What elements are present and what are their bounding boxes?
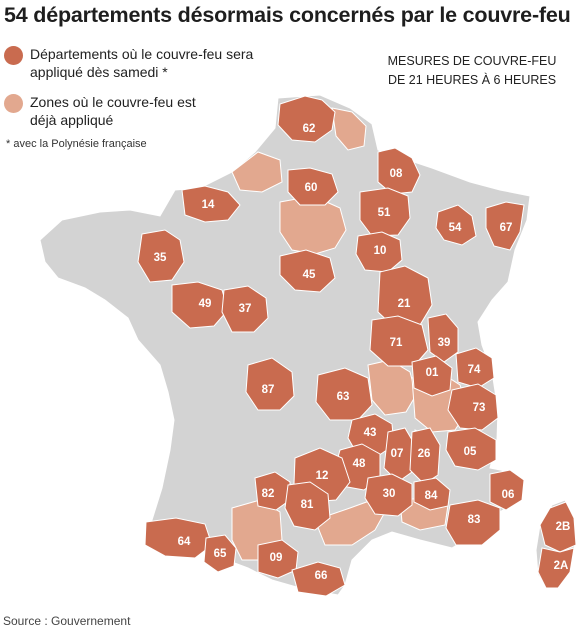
dept-label: 14 xyxy=(202,199,215,211)
dept-label: 60 xyxy=(305,182,318,194)
dept-73-shape xyxy=(447,383,499,431)
dept-26-shape xyxy=(409,427,441,485)
dept-81-shape xyxy=(284,481,331,531)
dept-label: 62 xyxy=(303,123,316,135)
zone-nord xyxy=(331,107,367,151)
dept-35-shape xyxy=(137,229,185,283)
dept-label: 08 xyxy=(390,168,403,180)
dept-label: 12 xyxy=(316,470,329,482)
dept-30-shape xyxy=(364,473,413,517)
dept-label: 65 xyxy=(214,548,227,560)
dept-64-shape xyxy=(144,517,213,559)
dept-label: 35 xyxy=(154,252,167,264)
dept-label: 74 xyxy=(468,364,481,376)
department-labels: 62 08 60 14 51 54 67 10 35 45 21 49 37 7… xyxy=(154,123,571,582)
dept-label: 49 xyxy=(199,298,212,310)
dept-60-shape xyxy=(287,167,339,206)
new-curfew-departments xyxy=(137,95,577,597)
dept-label: 81 xyxy=(301,499,314,511)
dept-label: 67 xyxy=(500,222,513,234)
dept-37-shape xyxy=(221,285,269,333)
dept-63-shape xyxy=(315,367,373,421)
dept-54-shape xyxy=(435,204,477,246)
legend-label-existing: Zones où le couvre-feu est déjà appliqué xyxy=(30,94,196,128)
dept-87-shape xyxy=(245,357,295,411)
dept-65-shape xyxy=(203,534,237,573)
dept-label: 45 xyxy=(303,269,316,281)
zone-ile-de-france xyxy=(279,197,347,255)
legend-item-new-departments: Départements où le couvre-feu sera appli… xyxy=(4,45,260,81)
dept-label: 43 xyxy=(364,427,377,439)
dept-51-shape xyxy=(359,187,411,237)
dept-01-shape xyxy=(411,355,453,397)
dept-label: 48 xyxy=(353,458,366,470)
dept-label: 2B xyxy=(556,521,571,533)
dept-label: 06 xyxy=(502,489,515,501)
dept-label: 09 xyxy=(270,552,283,564)
legend-item-existing-zones: Zones où le couvre-feu est déjà appliqué xyxy=(4,93,210,129)
dept-label: 10 xyxy=(374,245,387,257)
dept-label: 82 xyxy=(262,488,275,500)
measures-heading-line-2: DE 21 HEURES À 6 HEURES xyxy=(387,73,557,87)
dept-label: 73 xyxy=(473,402,486,414)
legend-swatch-existing xyxy=(4,94,23,113)
dept-label: 26 xyxy=(418,448,431,460)
dept-label: 51 xyxy=(378,207,391,219)
measures-heading-line-1: MESURES DE COUVRE-FEU xyxy=(387,54,557,68)
dept-06-shape xyxy=(489,469,525,511)
dept-label: 01 xyxy=(426,367,439,379)
dept-label: 64 xyxy=(178,536,191,548)
dept-label: 39 xyxy=(438,337,451,349)
dept-71-shape xyxy=(369,315,429,367)
dept-05-shape xyxy=(445,427,497,471)
dept-62-shape xyxy=(277,95,336,143)
dept-label: 87 xyxy=(262,384,275,396)
dept-label: 30 xyxy=(383,488,396,500)
dept-label: 37 xyxy=(239,303,252,315)
dept-label: 21 xyxy=(398,298,411,310)
measures-heading: MESURES DE COUVRE-FEU DE 21 HEURES À 6 H… xyxy=(372,52,572,90)
dept-label: 54 xyxy=(449,222,462,234)
dept-14-shape xyxy=(181,185,241,223)
dept-83-shape xyxy=(445,499,501,546)
page-title: 54 départements désormais concernés par … xyxy=(4,3,571,27)
dept-49-shape xyxy=(171,281,229,329)
legend-footnote: * avec la Polynésie française xyxy=(6,138,147,150)
dept-39-shape xyxy=(427,313,459,363)
legend-label-new: Départements où le couvre-feu sera appli… xyxy=(30,46,254,80)
dept-08-shape xyxy=(377,147,421,195)
zone-herault xyxy=(314,499,386,546)
dept-74-shape xyxy=(455,347,495,389)
dept-label: 66 xyxy=(315,570,328,582)
dept-21-shape xyxy=(377,265,433,329)
dept-label: 2A xyxy=(554,560,569,572)
dept-2a-shape xyxy=(537,547,575,589)
dept-66-shape xyxy=(291,561,346,597)
dept-label: 84 xyxy=(425,490,438,502)
dept-84-shape xyxy=(413,477,451,511)
zone-seine-maritime xyxy=(231,151,283,193)
source-credit: Source : Gouvernement xyxy=(3,614,131,628)
legend-swatch-new xyxy=(4,46,23,65)
dept-10-shape xyxy=(355,231,403,273)
dept-67-shape xyxy=(485,201,525,251)
dept-45-shape xyxy=(279,249,336,293)
dept-label: 07 xyxy=(391,448,404,460)
dept-label: 83 xyxy=(468,514,481,526)
dept-2b-shape xyxy=(539,501,577,553)
dept-label: 63 xyxy=(337,391,350,403)
dept-label: 05 xyxy=(464,446,477,458)
dept-label: 71 xyxy=(390,337,403,349)
existing-curfew-zones xyxy=(231,107,469,561)
